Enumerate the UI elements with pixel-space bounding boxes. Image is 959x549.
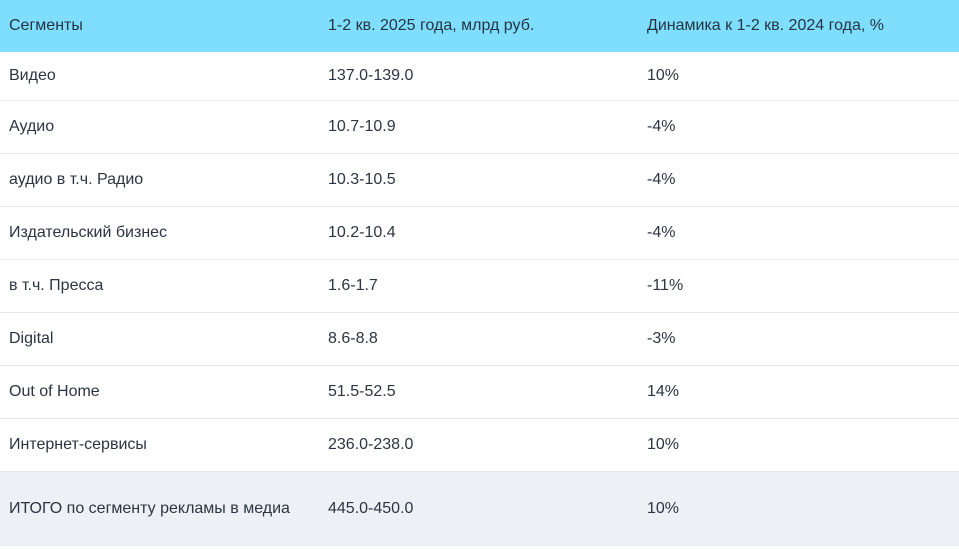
segment-cell: в т.ч. Пресса — [9, 277, 104, 294]
dynamics-cell: 10% — [647, 436, 680, 453]
total-segment-cell: ИТОГО по сегменту рекламы в медиа — [9, 500, 290, 518]
dynamics-cell: -11% — [647, 277, 684, 294]
total-value-cell: 445.0-450.0 — [328, 500, 414, 518]
total-dynamics-cell: 10% — [647, 500, 680, 518]
value-cell: 10.3-10.5 — [328, 171, 396, 188]
table-row: в т.ч. Пресса 1.6-1.7 -11% — [0, 259, 959, 312]
dynamics-cell: 14% — [647, 383, 680, 400]
table-row: Out of Home 51.5-52.5 14% — [0, 365, 959, 418]
segment-cell: Digital — [9, 330, 54, 347]
table-row: Видео 137.0-139.0 10% — [0, 52, 959, 100]
dynamics-cell: -4% — [647, 118, 676, 135]
total-row: ИТОГО по сегменту рекламы в медиа 445.0-… — [0, 471, 959, 546]
segment-cell: Издательский бизнес — [9, 224, 168, 241]
value-cell: 10.2-10.4 — [328, 224, 396, 241]
value-cell: 51.5-52.5 — [328, 383, 396, 400]
dynamics-cell: -4% — [647, 224, 676, 241]
table-row: Издательский бизнес 10.2-10.4 -4% — [0, 206, 959, 259]
dynamics-cell: -3% — [647, 330, 676, 347]
value-cell: 137.0-139.0 — [328, 67, 414, 85]
header-dynamics: Динамика к 1-2 кв. 2024 года, % — [647, 17, 884, 34]
segment-cell: Интернет-сервисы — [9, 436, 147, 453]
table-body: Видео 137.0-139.0 10% Аудио 10.7-10.9 -4… — [0, 52, 959, 546]
value-cell: 1.6-1.7 — [328, 277, 378, 294]
header-value-2025: 1-2 кв. 2025 года, млрд руб. — [328, 17, 535, 34]
segment-cell: Out of Home — [9, 383, 100, 400]
dynamics-cell: 10% — [647, 67, 680, 85]
dynamics-cell: -4% — [647, 171, 676, 188]
header-row: Сегменты 1-2 кв. 2025 года, млрд руб. Ди… — [0, 0, 959, 52]
segment-cell: аудио в т.ч. Радио — [9, 171, 144, 188]
table-row: Интернет-сервисы 236.0-238.0 10% — [0, 418, 959, 471]
value-cell: 10.7-10.9 — [328, 118, 396, 135]
segment-cell: Аудио — [9, 118, 55, 135]
table-header: Сегменты 1-2 кв. 2025 года, млрд руб. Ди… — [0, 0, 959, 52]
table-row: аудио в т.ч. Радио 10.3-10.5 -4% — [0, 153, 959, 206]
value-cell: 236.0-238.0 — [328, 436, 414, 453]
header-segments: Сегменты — [9, 17, 83, 34]
segment-cell: Видео — [9, 67, 56, 85]
value-cell: 8.6-8.8 — [328, 330, 378, 347]
table-row: Аудио 10.7-10.9 -4% — [0, 100, 959, 153]
table-row: Digital 8.6-8.8 -3% — [0, 312, 959, 365]
